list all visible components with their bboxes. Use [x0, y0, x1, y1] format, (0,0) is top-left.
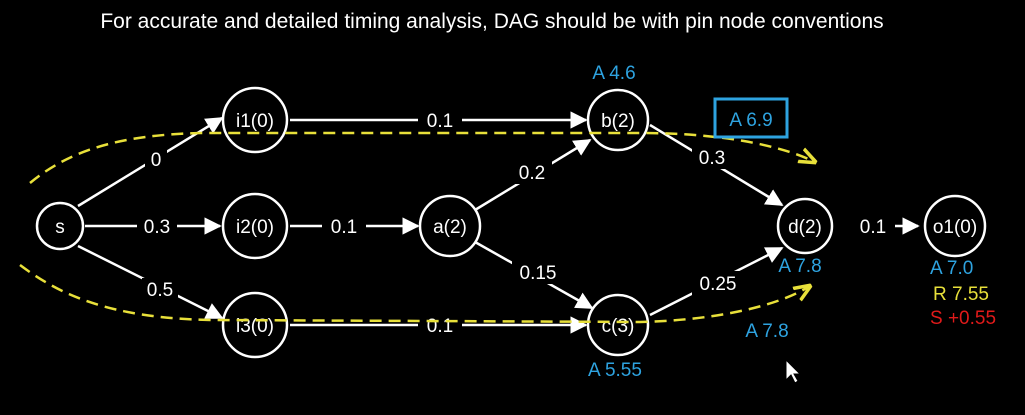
upper-dashed-path: [29, 131, 815, 184]
edge-labels: 0 0.3 0.5 0.1 0.1 0.1 0.2 0.15 0.3 0.25 …: [137, 108, 894, 337]
node-o1-label: o1(0): [933, 217, 977, 238]
node-i3: i3(0): [221, 291, 289, 359]
node-a: a(2): [418, 194, 482, 258]
node-o1: o1(0): [923, 194, 987, 258]
b-arrival-label: A 4.6: [592, 63, 635, 84]
edge-label-s-i2: 0.3: [144, 217, 170, 238]
edge-label-a-c: 0.15: [520, 263, 557, 284]
c-arrival-to-d-label: A 7.8: [745, 321, 788, 342]
edge-label-i2-a: 0.1: [331, 217, 357, 238]
node-i2: i2(0): [221, 192, 289, 260]
node-d-label: d(2): [788, 217, 822, 238]
o1-slack-label: S +0.55: [930, 308, 996, 329]
node-b-label: b(2): [601, 111, 635, 132]
node-i2-label: i2(0): [236, 217, 274, 238]
node-s: s: [35, 201, 85, 251]
b-arrival-box: [713, 97, 789, 139]
nodes: s i1(0) i2(0) i3(0) a(2) b(2) c(3) d(2): [35, 86, 987, 359]
c-arrival-label: A 5.55: [588, 360, 642, 381]
b-arrival-boxed-label: A 6.9: [729, 110, 772, 131]
edge-label-c-d: 0.25: [700, 274, 737, 295]
node-a-label: a(2): [433, 217, 467, 238]
o1-required-label: R 7.55: [933, 284, 989, 305]
critical-paths: [19, 131, 815, 324]
node-i1: i1(0): [221, 86, 289, 154]
edge-label-b-d: 0.3: [699, 148, 725, 169]
node-d: d(2): [776, 197, 834, 255]
mouse-cursor-icon: [785, 358, 802, 384]
edge-label-i3-c: 0.1: [427, 316, 453, 337]
edge-label-a-b: 0.2: [519, 163, 545, 184]
diagram-title: For accurate and detailed timing analysi…: [100, 10, 883, 33]
d-arrival-label: A 7.8: [778, 256, 821, 277]
node-c-label: c(3): [602, 316, 635, 337]
edge-label-i1-b: 0.1: [427, 111, 453, 132]
annotations: A 4.6 A 6.9 A 7.8 A 7.8 A 5.55 A 7.0 R 7…: [588, 63, 996, 381]
node-c: c(3): [586, 293, 650, 357]
edge-label-s-i1: 0: [151, 150, 162, 171]
edge-label-d-o1: 0.1: [860, 217, 886, 238]
edge-label-s-i3: 0.5: [147, 280, 173, 301]
lower-dashed-path: [19, 263, 810, 324]
o1-arrival-label: A 7.0: [930, 258, 973, 279]
node-s-label: s: [55, 217, 65, 238]
node-b: b(2): [586, 88, 650, 152]
node-i1-label: i1(0): [236, 111, 274, 132]
